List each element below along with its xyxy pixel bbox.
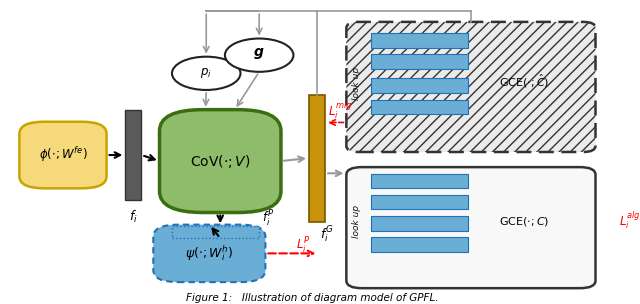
Text: $\mathrm{GCE}(\cdot;C)$: $\mathrm{GCE}(\cdot;C)$ <box>499 215 549 228</box>
Text: look up: look up <box>353 205 362 238</box>
Bar <box>172 226 259 238</box>
Text: $\boldsymbol{g}$: $\boldsymbol{g}$ <box>253 46 265 61</box>
Bar <box>371 78 468 93</box>
Text: look up: look up <box>353 67 362 101</box>
Bar <box>125 110 141 200</box>
Text: $\psi(\cdot;W_i^{h})$: $\psi(\cdot;W_i^{h})$ <box>185 244 234 263</box>
Bar <box>309 95 325 222</box>
Text: Figure 1:   Illustration of diagram model of GPFL.: Figure 1: Illustration of diagram model … <box>186 293 438 303</box>
Bar <box>371 33 468 48</box>
FancyBboxPatch shape <box>346 167 595 288</box>
Bar <box>371 54 468 69</box>
Circle shape <box>225 39 293 72</box>
Bar <box>371 237 468 252</box>
FancyBboxPatch shape <box>159 110 281 212</box>
Text: $\mathrm{GCE}(\cdot;\hat{C})$: $\mathrm{GCE}(\cdot;\hat{C})$ <box>499 72 549 90</box>
Circle shape <box>172 57 241 90</box>
Bar <box>371 100 468 114</box>
Text: $f_i^P$: $f_i^P$ <box>262 209 275 229</box>
Bar <box>371 216 468 231</box>
Bar <box>371 195 468 209</box>
Text: $\mathrm{CoV}(\cdot;V)$: $\mathrm{CoV}(\cdot;V)$ <box>190 153 250 170</box>
Text: $L_i^{alg}$: $L_i^{alg}$ <box>619 209 640 231</box>
Text: $L_i^P$: $L_i^P$ <box>296 236 310 256</box>
Text: $p_i$: $p_i$ <box>200 66 212 80</box>
Bar <box>371 174 468 188</box>
Text: $L_i^{mlg}$: $L_i^{mlg}$ <box>328 100 353 121</box>
FancyBboxPatch shape <box>154 225 266 282</box>
FancyBboxPatch shape <box>346 22 595 152</box>
Text: $f_i^G$: $f_i^G$ <box>319 225 333 245</box>
Text: $\phi(\cdot;W^{fe})$: $\phi(\cdot;W^{fe})$ <box>38 146 87 164</box>
FancyBboxPatch shape <box>19 122 107 188</box>
Text: $f_i$: $f_i$ <box>129 209 138 225</box>
